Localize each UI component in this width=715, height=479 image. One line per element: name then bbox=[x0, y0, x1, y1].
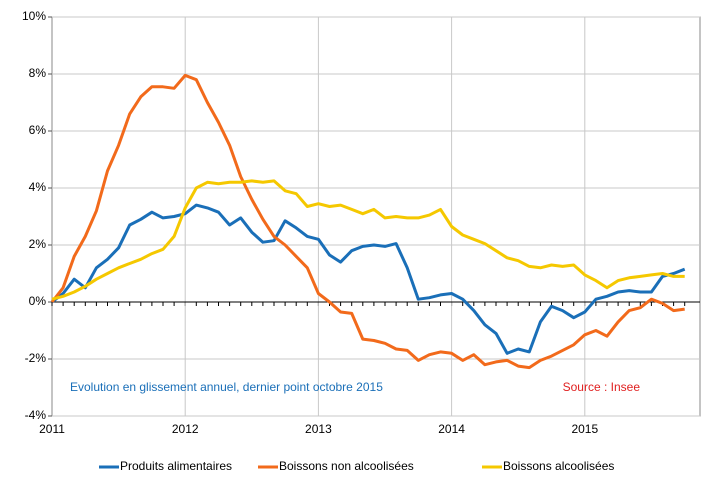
y-tick-label: 0% bbox=[29, 294, 47, 308]
legend-label: Produits alimentaires bbox=[120, 459, 232, 473]
y-tick-label: 10% bbox=[22, 9, 46, 23]
series-line bbox=[51, 179, 685, 301]
y-tick-label: -4% bbox=[25, 408, 47, 422]
x-tick-label: 2014 bbox=[438, 422, 465, 436]
x-tick-label: 2013 bbox=[305, 422, 332, 436]
legend-label: Boissons non alcoolisées bbox=[279, 459, 414, 473]
x-tick-label: 2015 bbox=[571, 422, 598, 436]
y-tick-label: -2% bbox=[25, 351, 47, 365]
y-tick-label: 8% bbox=[29, 66, 47, 80]
x-tick-label: 2012 bbox=[172, 422, 199, 436]
legend-label: Boissons alcoolisées bbox=[503, 459, 614, 473]
plot-area bbox=[51, 16, 701, 417]
y-tick-label: 4% bbox=[29, 180, 47, 194]
y-tick-label: 6% bbox=[29, 123, 47, 137]
annotation: Source : Insee bbox=[563, 380, 641, 394]
x-tick-label: 2011 bbox=[39, 422, 65, 436]
series-line bbox=[50, 73, 685, 370]
y-tick-label: 2% bbox=[29, 237, 47, 251]
annotation: Evolution en glissement annuel, dernier … bbox=[70, 380, 383, 394]
series-line bbox=[51, 203, 686, 355]
